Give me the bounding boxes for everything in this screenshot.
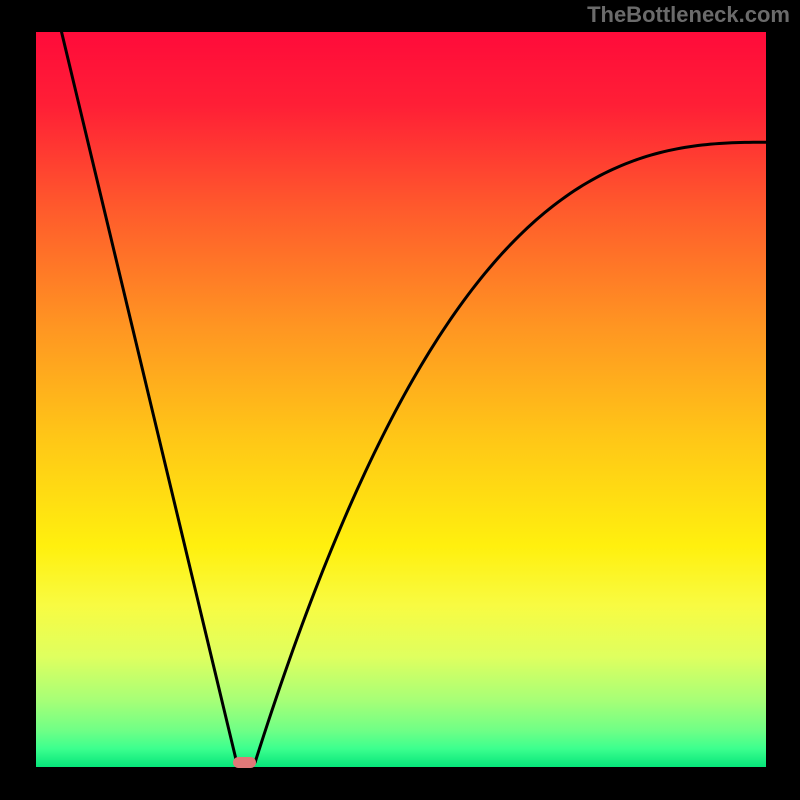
vertex-marker [233,757,256,769]
watermark-text: TheBottleneck.com [587,2,790,28]
plot-area [36,32,766,767]
chart-frame: TheBottleneck.com [0,0,800,800]
bottleneck-curve [36,32,766,767]
